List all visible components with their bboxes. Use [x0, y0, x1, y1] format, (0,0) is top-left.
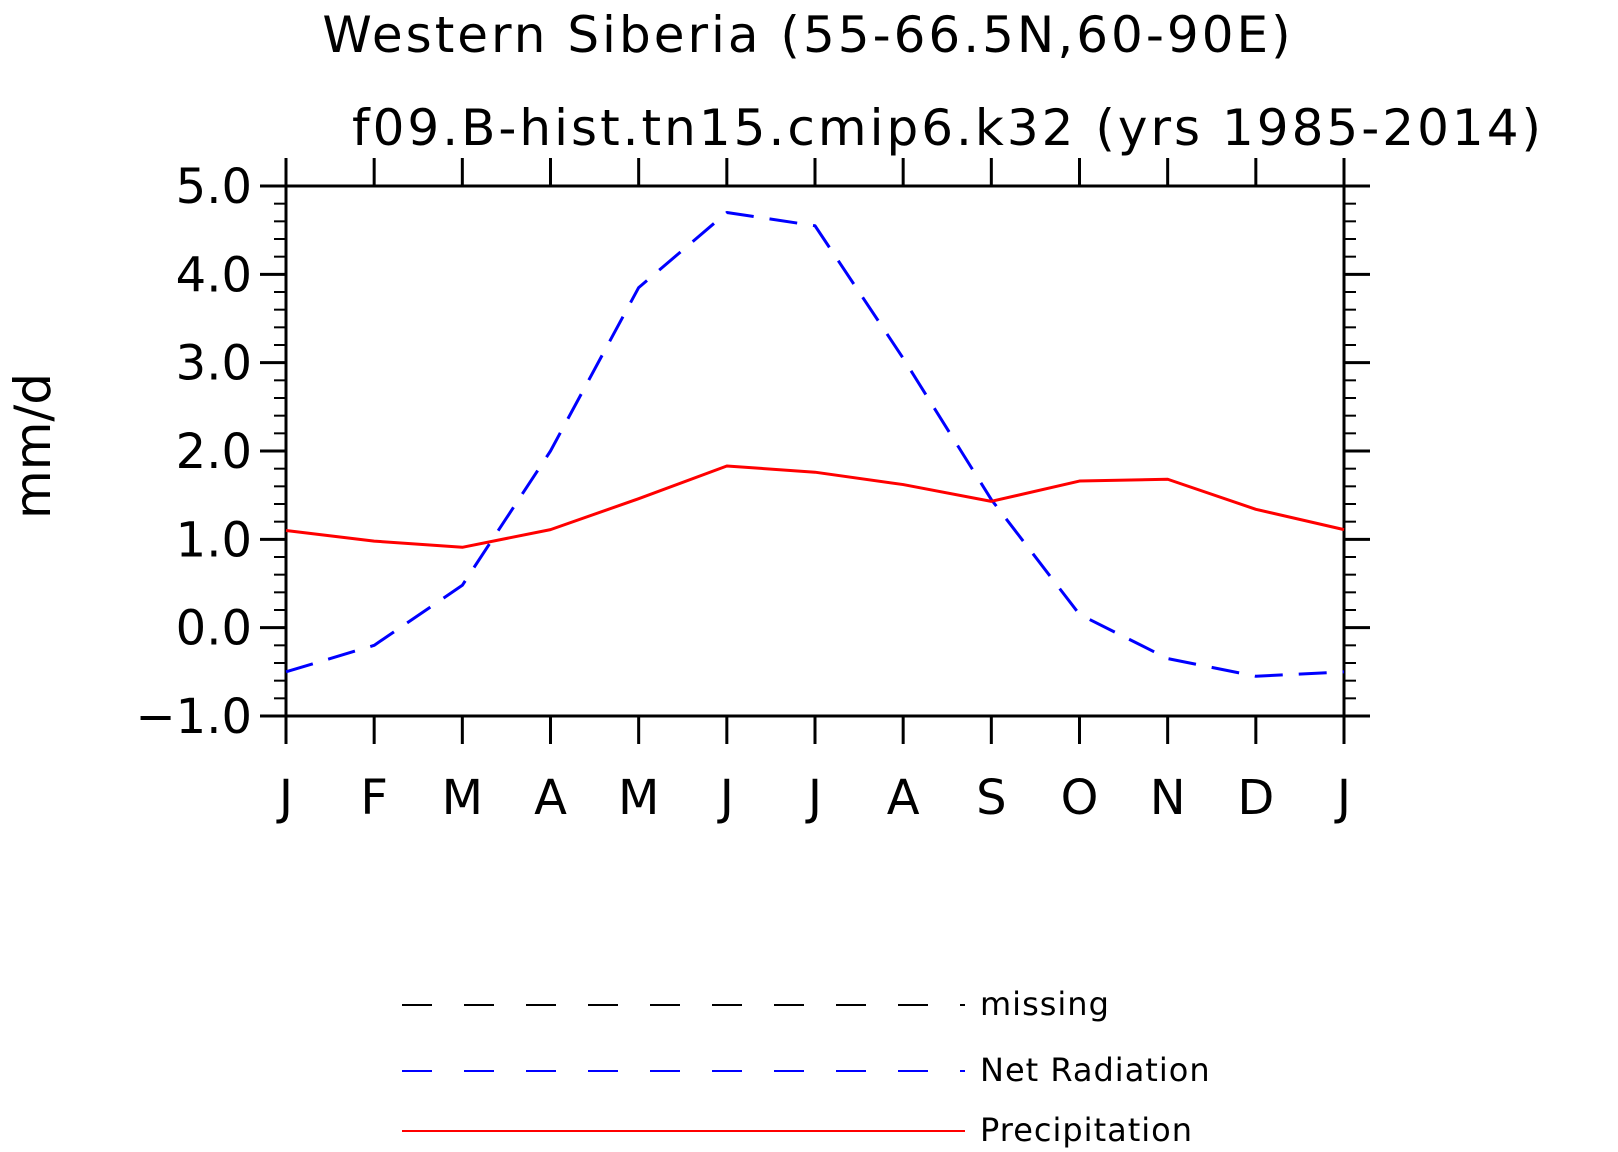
axes: −1.00.01.02.03.04.05.0J F M A M J J A S O N D J [135, 158, 1370, 826]
net-radiation-series-line [285, 211, 1345, 678]
x-tick-label: J [717, 770, 734, 826]
series-lines [285, 211, 1345, 678]
y-tick-label: 1.0 [176, 512, 252, 568]
x-tick-label: J [276, 770, 293, 826]
x-tick-label: J [1334, 770, 1351, 826]
y-tick-label: 0.0 [176, 601, 252, 657]
y-tick-label: 5.0 [176, 159, 252, 215]
chart-subtitle: f09.B-hist.tn15.cmip6.k32 (yrs 1985-2014… [352, 99, 1544, 157]
legend-label-net-radiation: Net Radiation [980, 1051, 1211, 1089]
x-tick-label: D [1237, 770, 1274, 826]
y-tick-label: 2.0 [176, 424, 252, 480]
x-tick-label: O [1061, 770, 1099, 826]
legend-label-missing: missing [980, 985, 1110, 1023]
x-tick-label: A [534, 770, 567, 826]
legend-label-precipitation: Precipitation [980, 1111, 1193, 1149]
precipitation-series-line [285, 464, 1345, 549]
plot-frame [284, 184, 1346, 718]
legend: missing Net Radiation Precipitation [402, 985, 1211, 1149]
x-tick-label: N [1150, 770, 1186, 826]
x-tick-label: J [805, 770, 822, 826]
x-tick-label: M [618, 770, 659, 826]
x-tick-label: S [976, 770, 1006, 826]
y-tick-label: 3.0 [176, 336, 252, 392]
x-tick-label: F [360, 770, 388, 826]
x-tick-label: A [887, 770, 920, 826]
y-axis-label: mm/d [4, 373, 62, 519]
y-tick-label: 4.0 [176, 247, 252, 303]
y-tick-label: −1.0 [135, 689, 252, 745]
chart-title: Western Siberia (55-66.5N,60-90E) [322, 6, 1293, 64]
x-tick-label: M [442, 770, 483, 826]
